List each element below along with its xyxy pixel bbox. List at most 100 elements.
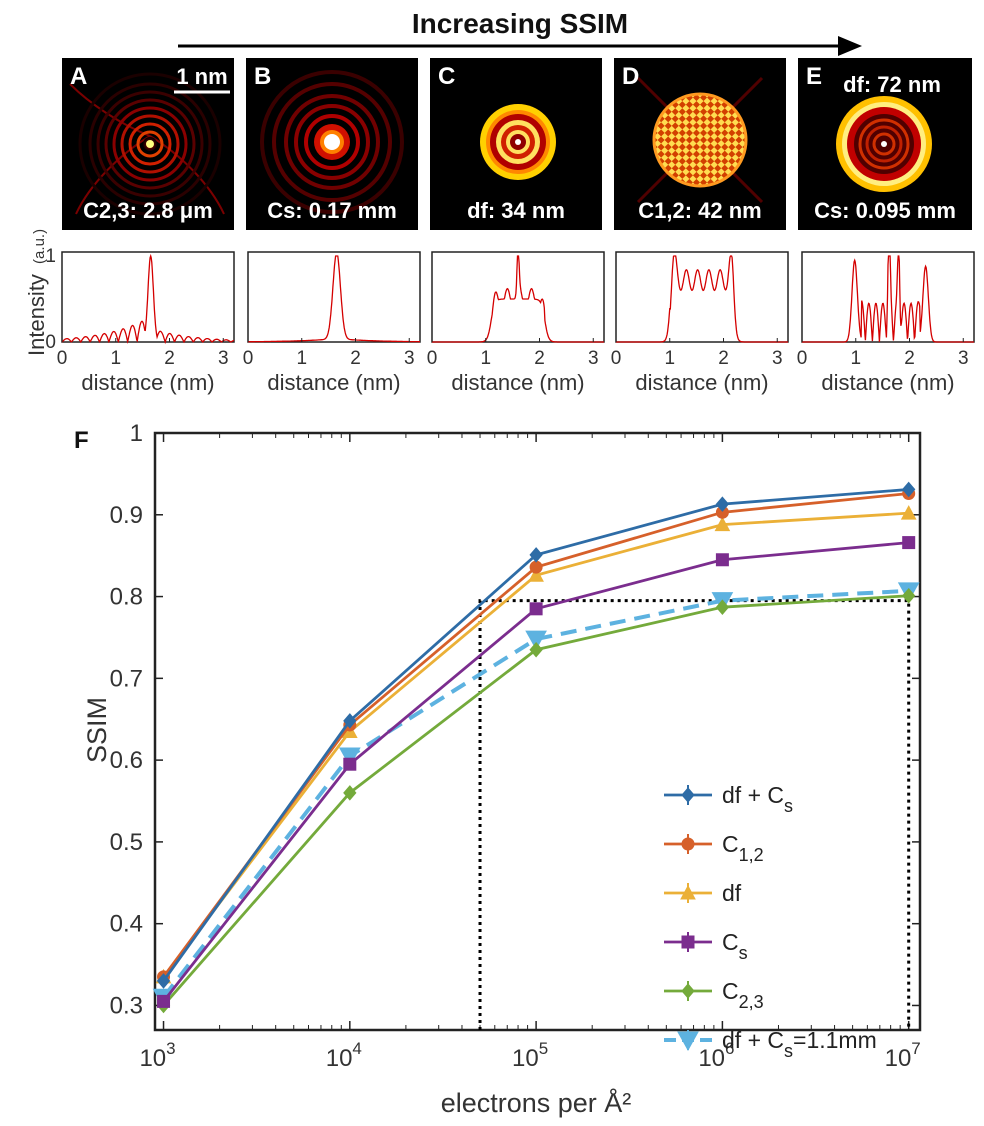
y-tick-label: 0.6 [110, 747, 143, 774]
x-tick-label: 104 [326, 1039, 362, 1072]
panel-a-image: A 1 nm C2,3: 2.8 μm [62, 58, 234, 230]
legend-item: df [664, 880, 742, 906]
panel-label-b: Cs: 0.17 mm [267, 198, 397, 223]
series-c2-3 [156, 587, 916, 1014]
profile-xlabel: distance (nm) [635, 370, 768, 395]
data-point [343, 757, 357, 771]
panel-letter-c: C [438, 63, 455, 90]
data-point [528, 567, 544, 582]
legend: df + Cs C1,2 df Cs C2,3 df + Cs=1.1mm [664, 782, 877, 1061]
profile-xtick-label: 3 [588, 348, 599, 369]
series-cs [157, 536, 916, 1008]
profile-xtick-label: 3 [404, 348, 415, 369]
data-point [715, 599, 730, 615]
profile-xtick-label: 0 [57, 348, 68, 369]
data-point [680, 884, 696, 900]
profile-xtick-label: 1 [664, 348, 675, 369]
data-point [681, 935, 695, 949]
reference-box [478, 599, 911, 1030]
profile-xtick-label: 3 [958, 348, 969, 369]
data-point [902, 536, 916, 550]
profile-line [432, 255, 604, 343]
legend-item: C1,2 [664, 831, 764, 865]
profile-xlabel: distance (nm) [267, 370, 400, 395]
data-point [714, 516, 731, 532]
profile-xtick-label: 3 [218, 348, 229, 369]
legend-label: Cs [722, 929, 748, 963]
y-tick-label: 0.7 [110, 665, 143, 692]
data-point [681, 837, 695, 851]
panel-letter-a: A [70, 63, 87, 90]
y-tick-label: 0.5 [110, 829, 143, 856]
profile-xtick-label: 2 [534, 348, 545, 369]
data-point [900, 505, 917, 520]
panel-c-image: C df: 34 nm [430, 58, 602, 230]
y-tick-label: 0.8 [110, 584, 143, 611]
series-df-cs [156, 481, 916, 989]
data-point [529, 560, 543, 574]
data-point [715, 553, 729, 567]
series-line [161, 588, 909, 999]
profile-ytick-label: 1 [45, 246, 56, 267]
y-tick-label: 0.9 [110, 502, 143, 529]
data-point [529, 602, 543, 616]
data-point [338, 747, 361, 768]
panel-letter-d: D [622, 63, 639, 90]
legend-label: C1,2 [722, 831, 764, 865]
panel-b-image: B Cs: 0.17 mm [246, 58, 418, 230]
legend-label: df + Cs [722, 782, 793, 816]
profile-ytick-label: 0 [45, 332, 56, 353]
legend-item: df + Cs=1.1mm [664, 1027, 877, 1061]
profile-xtick-label: 3 [772, 348, 783, 369]
data-point [529, 641, 543, 658]
data-point [529, 547, 543, 563]
profile-xtick-label: 0 [797, 348, 808, 369]
legend-item: C2,3 [664, 978, 764, 1012]
legend-label: C2,3 [722, 978, 764, 1012]
profile-line [802, 255, 974, 343]
panel-e-image: E df: 72 nm Cs: 0.095 mm [798, 58, 972, 230]
data-point [677, 1031, 699, 1052]
x-tick-label: 105 [512, 1039, 548, 1072]
chart-xlabel: electrons per Å² [441, 1087, 632, 1118]
profile-xtick-label: 2 [904, 348, 915, 369]
profile-line [616, 255, 788, 343]
y-tick-label: 1 [130, 420, 143, 447]
profile-xtick-label: 1 [480, 348, 491, 369]
legend-item: Cs [664, 929, 748, 963]
profile-xtick-label: 0 [243, 348, 254, 369]
panel-label-a: C2,3: 2.8 μm [83, 198, 213, 223]
data-point [715, 496, 730, 512]
panel-letter-f: F [74, 427, 89, 454]
profile-xtick-label: 1 [296, 348, 307, 369]
profile-xtick-label: 0 [611, 348, 622, 369]
x-tick-label: 107 [885, 1039, 921, 1072]
profile-frame [615, 251, 789, 343]
x-tick-label: 103 [139, 1039, 175, 1072]
panel-label-d: C1,2: 42 nm [638, 198, 762, 223]
data-point [157, 994, 171, 1008]
profile-xlabel: distance (nm) [451, 370, 584, 395]
legend-label: df [722, 880, 742, 906]
chart-ylabel: SSIM [82, 697, 112, 763]
profile-xtick-label: 1 [110, 348, 121, 369]
data-point [902, 481, 916, 498]
panel-letter-b: B [254, 63, 271, 90]
profile-xtick-label: 1 [850, 348, 861, 369]
profile-line [248, 255, 420, 343]
data-point [343, 713, 357, 729]
y-tick-label: 0.3 [110, 992, 143, 1019]
profile-xtick-label: 2 [350, 348, 361, 369]
legend-label: df + Cs=1.1mm [722, 1027, 877, 1061]
profile-xtick-label: 2 [164, 348, 175, 369]
legend-item: df + Cs [664, 782, 793, 816]
profile-line [61, 253, 235, 345]
chart-frame [153, 431, 922, 1032]
scale-bar-label: 1 nm [176, 64, 227, 89]
panel-d-image: D C1,2: 42 nm [614, 58, 786, 230]
